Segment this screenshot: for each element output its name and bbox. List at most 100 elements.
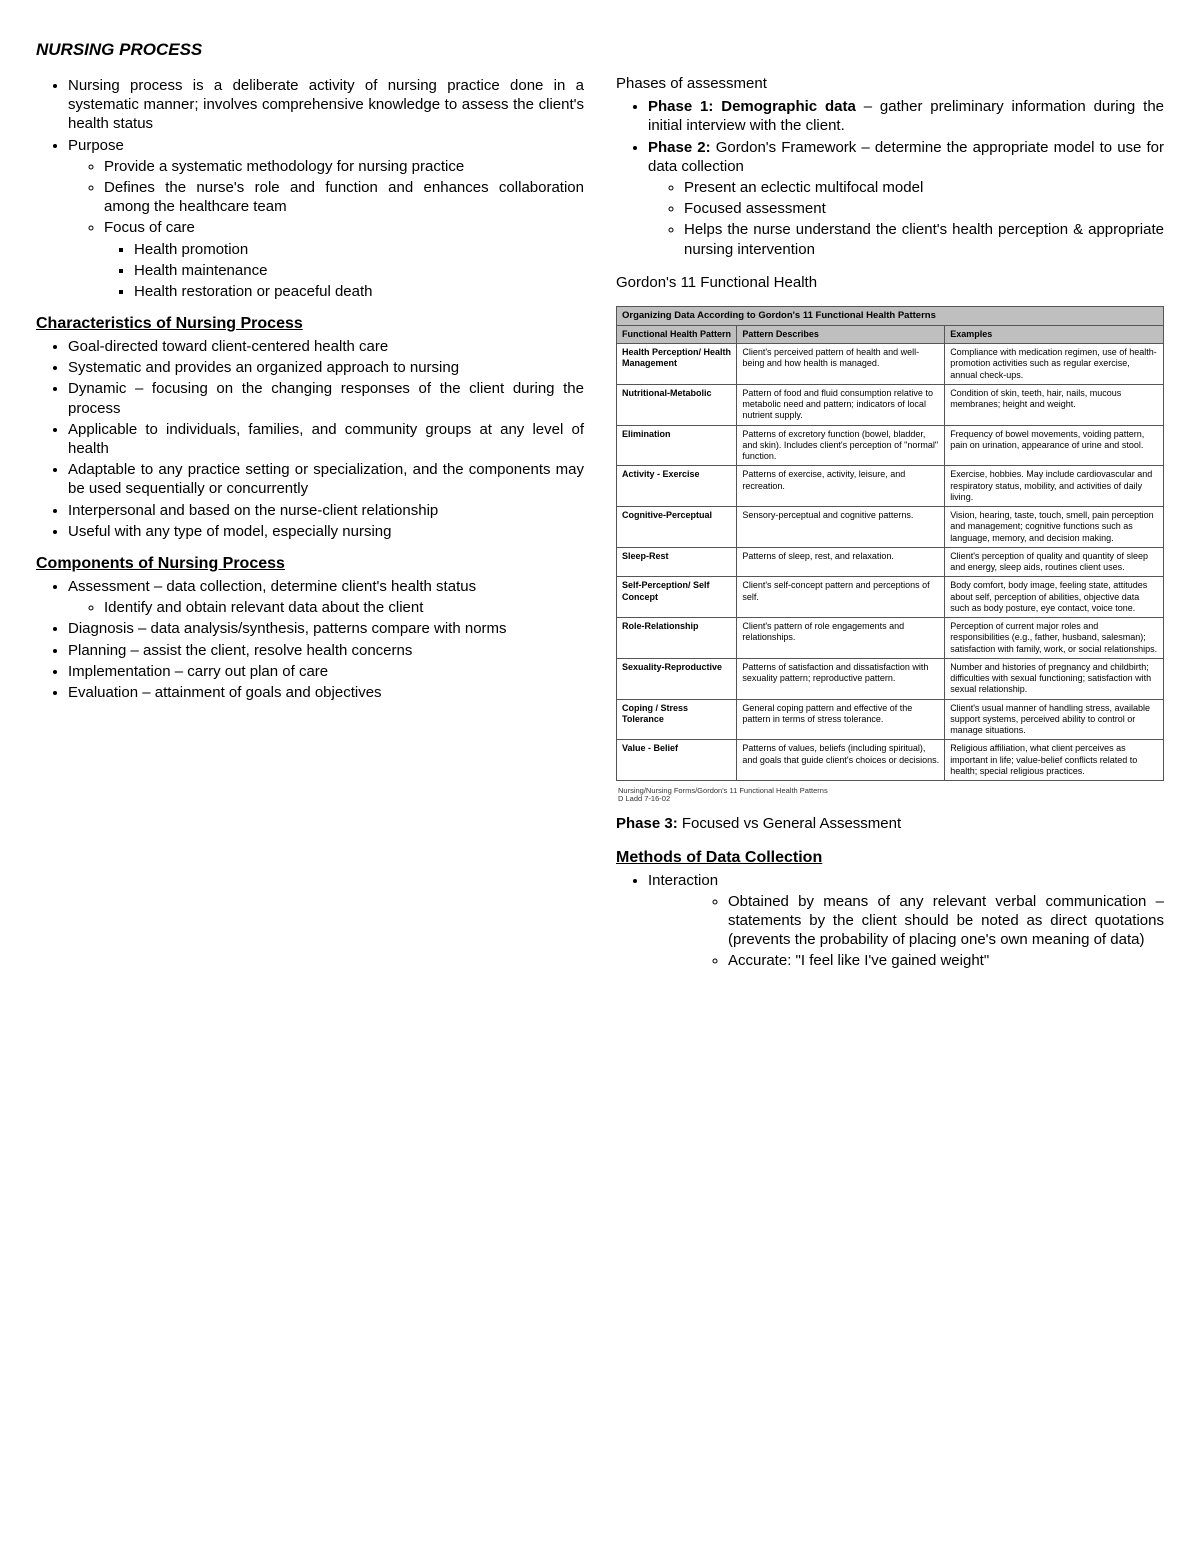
gt-cell: Client's self-concept pattern and percep… xyxy=(737,577,945,618)
gt-cell: Sensory-perceptual and cognitive pattern… xyxy=(737,507,945,548)
gt-cell: Self-Perception/ Self Concept xyxy=(617,577,737,618)
purpose-sublist: Provide a systematic methodology for nur… xyxy=(68,157,584,301)
table-row: EliminationPatterns of excretory functio… xyxy=(617,425,1164,466)
phase3-line: Phase 3: Focused vs General Assessment xyxy=(616,814,1164,833)
comp-item: Planning – assist the client, resolve he… xyxy=(68,641,584,660)
focus-subitem: Health maintenance xyxy=(134,261,584,280)
gordon-table: Organizing Data According to Gordon's 11… xyxy=(616,306,1164,781)
interaction-subitem: Accurate: "I feel like I've gained weigh… xyxy=(728,951,1164,970)
table-row: Coping / Stress ToleranceGeneral coping … xyxy=(617,699,1164,740)
gordon-table-body: Health Perception/ Health ManagementClie… xyxy=(617,344,1164,781)
char-item: Dynamic – focusing on the changing respo… xyxy=(68,379,584,417)
phase2-bold: Phase 2: xyxy=(648,139,711,156)
char-item: Adaptable to any practice setting or spe… xyxy=(68,460,584,498)
comp-item: Implementation – carry out plan of care xyxy=(68,662,584,681)
gt-cell: Health Perception/ Health Management xyxy=(617,344,737,385)
gt-cell: Nutritional-Metabolic xyxy=(617,384,737,425)
table-row: Value - BeliefPatterns of values, belief… xyxy=(617,740,1164,781)
table-row: Role-RelationshipClient's pattern of rol… xyxy=(617,618,1164,659)
focus-label: Focus of care xyxy=(104,219,195,236)
char-item: Systematic and provides an organized app… xyxy=(68,358,584,377)
components-list: Assessment – data collection, determine … xyxy=(36,577,584,702)
phase2-item: Phase 2: Gordon's Framework – determine … xyxy=(648,138,1164,259)
gt-cell: Patterns of exercise, activity, leisure,… xyxy=(737,466,945,507)
phase2-rest: Gordon's Framework – determine the appro… xyxy=(648,139,1164,175)
gt-cell: Sleep-Rest xyxy=(617,547,737,577)
interaction-sublist: Obtained by means of any relevant verbal… xyxy=(648,892,1164,971)
phase3-bold: Phase 3: xyxy=(616,815,678,832)
page-title: NURSING PROCESS xyxy=(36,40,1164,60)
phase2-subitem: Focused assessment xyxy=(684,199,1164,218)
gt-cell: Exercise, hobbies. May include cardiovas… xyxy=(945,466,1164,507)
gt-cell: Frequency of bowel movements, voiding pa… xyxy=(945,425,1164,466)
gt-cell: Sexuality-Reproductive xyxy=(617,658,737,699)
gt-cell: Patterns of excretory function (bowel, b… xyxy=(737,425,945,466)
gt-cell: General coping pattern and effective of … xyxy=(737,699,945,740)
phase2-subitem: Present an eclectic multifocal model xyxy=(684,178,1164,197)
char-item: Goal-directed toward client-centered hea… xyxy=(68,337,584,356)
purpose-subitem: Defines the nurse's role and function an… xyxy=(104,178,584,216)
table-row: Cognitive-PerceptualSensory-perceptual a… xyxy=(617,507,1164,548)
purpose-label: Purpose xyxy=(68,137,124,154)
phases-list: Phase 1: Demographic data – gather preli… xyxy=(616,97,1164,259)
interaction-subitem: Obtained by means of any relevant verbal… xyxy=(728,892,1164,950)
gt-h2: Examples xyxy=(945,325,1164,343)
gt-cell: Client's pattern of role engagements and… xyxy=(737,618,945,659)
gordon-table-title: Organizing Data According to Gordon's 11… xyxy=(617,306,1164,325)
gt-cell: Patterns of sleep, rest, and relaxation. xyxy=(737,547,945,577)
char-item: Interpersonal and based on the nurse-cli… xyxy=(68,501,584,520)
phase3-rest: Focused vs General Assessment xyxy=(678,815,901,832)
comp-text: Assessment – data collection, determine … xyxy=(68,578,476,595)
gt-cell: Compliance with medication regimen, use … xyxy=(945,344,1164,385)
gt-cell: Activity - Exercise xyxy=(617,466,737,507)
table-row: Self-Perception/ Self ConceptClient's se… xyxy=(617,577,1164,618)
methods-list: Interaction Obtained by means of any rel… xyxy=(616,871,1164,971)
gt-cell: Patterns of values, beliefs (including s… xyxy=(737,740,945,781)
gt-cell: Perception of current major roles and re… xyxy=(945,618,1164,659)
phase1-bold: Phase 1: Demographic data xyxy=(648,98,856,115)
table-row: Health Perception/ Health ManagementClie… xyxy=(617,344,1164,385)
characteristics-heading: Characteristics of Nursing Process xyxy=(36,315,584,333)
focus-subitem: Health restoration or peaceful death xyxy=(134,282,584,301)
gt-cell: Coping / Stress Tolerance xyxy=(617,699,737,740)
comp-item: Assessment – data collection, determine … xyxy=(68,577,584,617)
table-row: Sexuality-ReproductivePatterns of satisf… xyxy=(617,658,1164,699)
two-column-layout: Nursing process is a deliberate activity… xyxy=(36,72,1164,985)
phases-heading: Phases of assessment xyxy=(616,74,1164,93)
gt-cell: Client's perceived pattern of health and… xyxy=(737,344,945,385)
phase2-subitem: Helps the nurse understand the client's … xyxy=(684,220,1164,258)
focus-sublist: Health promotion Health maintenance Heal… xyxy=(104,240,584,302)
method-item: Interaction Obtained by means of any rel… xyxy=(648,871,1164,971)
gt-cell: Value - Belief xyxy=(617,740,737,781)
phase2-sublist: Present an eclectic multifocal model Foc… xyxy=(648,178,1164,259)
gt-cell: Patterns of satisfaction and dissatisfac… xyxy=(737,658,945,699)
intro-item: Purpose Provide a systematic methodology… xyxy=(68,136,584,302)
gt-cell: Pattern of food and fluid consumption re… xyxy=(737,384,945,425)
gt-cell: Body comfort, body image, feeling state,… xyxy=(945,577,1164,618)
gt-cell: Elimination xyxy=(617,425,737,466)
gordon-line: Gordon's 11 Functional Health xyxy=(616,273,1164,292)
gt-h1: Pattern Describes xyxy=(737,325,945,343)
assessment-subitem: Identify and obtain relevant data about … xyxy=(104,598,584,617)
gt-h0: Functional Health Pattern xyxy=(617,325,737,343)
characteristics-list: Goal-directed toward client-centered hea… xyxy=(36,337,584,541)
gt-cell: Condition of skin, teeth, hair, nails, m… xyxy=(945,384,1164,425)
comp-item: Diagnosis – data analysis/synthesis, pat… xyxy=(68,619,584,638)
table-row: Sleep-RestPatterns of sleep, rest, and r… xyxy=(617,547,1164,577)
table-footnote: Nursing/Nursing Forms/Gordon's 11 Functi… xyxy=(618,787,1164,804)
char-item: Applicable to individuals, families, and… xyxy=(68,420,584,458)
gt-cell: Cognitive-Perceptual xyxy=(617,507,737,548)
assessment-sublist: Identify and obtain relevant data about … xyxy=(68,598,584,617)
method-label: Interaction xyxy=(648,872,718,889)
purpose-subitem: Provide a systematic methodology for nur… xyxy=(104,157,584,176)
focus-subitem: Health promotion xyxy=(134,240,584,259)
intro-list: Nursing process is a deliberate activity… xyxy=(36,76,584,301)
purpose-subitem: Focus of care Health promotion Health ma… xyxy=(104,218,584,301)
phase1-item: Phase 1: Demographic data – gather preli… xyxy=(648,97,1164,135)
gt-cell: Religious affiliation, what client perce… xyxy=(945,740,1164,781)
left-column: Nursing process is a deliberate activity… xyxy=(36,72,584,985)
gt-cell: Role-Relationship xyxy=(617,618,737,659)
char-item: Useful with any type of model, especiall… xyxy=(68,522,584,541)
comp-item: Evaluation – attainment of goals and obj… xyxy=(68,683,584,702)
gordon-header-row: Functional Health Pattern Pattern Descri… xyxy=(617,325,1164,343)
